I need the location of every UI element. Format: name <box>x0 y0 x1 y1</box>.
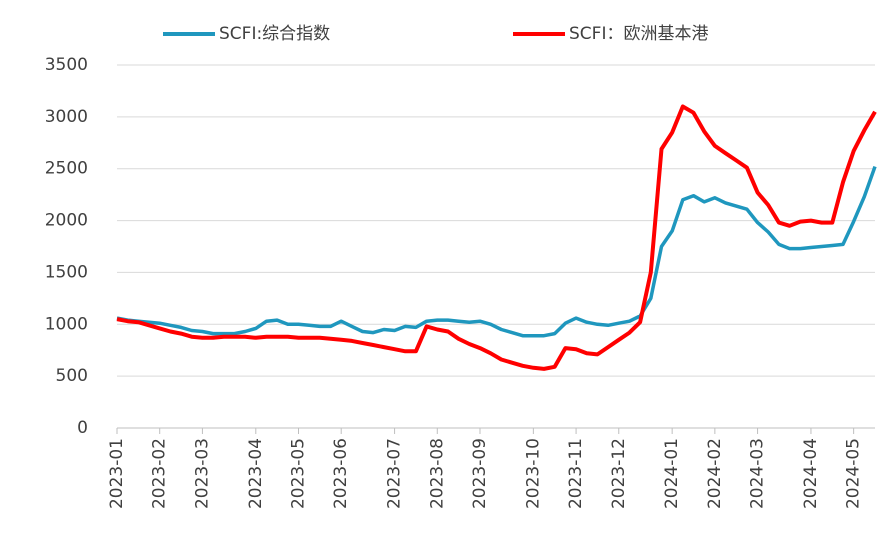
x-tick-label: 2023-10 <box>523 438 543 509</box>
y-tick-label: 3000 <box>45 107 88 127</box>
x-tick-label: 2023-09 <box>470 438 490 509</box>
legend-label: SCFI:综合指数 <box>219 24 330 44</box>
series-line <box>116 166 877 338</box>
x-tick-label: 2023-03 <box>192 438 212 509</box>
x-tick-label: 2023-05 <box>288 438 308 509</box>
y-tick-label: 1000 <box>45 314 88 334</box>
x-tick-label: 2024-05 <box>844 438 864 509</box>
y-tick-label: 3500 <box>45 55 88 75</box>
x-tick-label: 2023-06 <box>331 438 351 509</box>
x-tick-label: 2023-04 <box>246 438 266 509</box>
legend-label: SCFI：欧洲基本港 <box>569 24 708 44</box>
x-tick-label: 2023-08 <box>427 438 447 509</box>
x-tick-label: 2024-04 <box>801 438 821 509</box>
y-tick-label: 2500 <box>45 159 88 179</box>
y-tick-label: 2000 <box>45 211 88 231</box>
y-tick-label: 500 <box>56 366 88 386</box>
x-tick-label: 2023-07 <box>385 438 405 509</box>
x-tick-label: 2023-01 <box>107 438 127 509</box>
y-tick-label: 1500 <box>45 262 88 282</box>
x-tick-label: 2024-01 <box>662 438 682 509</box>
x-tick-label: 2023-02 <box>150 438 170 509</box>
x-tick-label: 2024-03 <box>748 438 768 509</box>
series-line <box>116 104 877 371</box>
x-tick-label: 2023-12 <box>609 438 629 509</box>
x-tick-label: 2023-11 <box>566 438 586 509</box>
y-tick-label: 0 <box>77 418 88 438</box>
x-tick-label: 2024-02 <box>705 438 725 509</box>
